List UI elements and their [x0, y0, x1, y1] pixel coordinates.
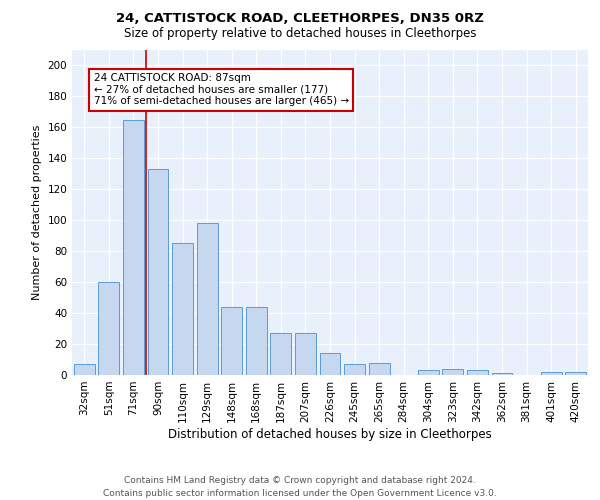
Bar — [123, 120, 144, 375]
Text: Size of property relative to detached houses in Cleethorpes: Size of property relative to detached ho… — [124, 28, 476, 40]
Bar — [74, 364, 95, 375]
Bar — [148, 169, 169, 375]
Bar — [491, 374, 512, 375]
X-axis label: Distribution of detached houses by size in Cleethorpes: Distribution of detached houses by size … — [168, 428, 492, 440]
Bar — [320, 354, 340, 375]
Text: Contains HM Land Registry data © Crown copyright and database right 2024.
Contai: Contains HM Land Registry data © Crown c… — [103, 476, 497, 498]
Bar — [418, 370, 439, 375]
Bar — [442, 369, 463, 375]
Bar — [541, 372, 562, 375]
Bar — [295, 333, 316, 375]
Text: 24, CATTISTOCK ROAD, CLEETHORPES, DN35 0RZ: 24, CATTISTOCK ROAD, CLEETHORPES, DN35 0… — [116, 12, 484, 26]
Bar — [172, 244, 193, 375]
Bar — [197, 224, 218, 375]
Bar — [368, 362, 389, 375]
Bar — [344, 364, 365, 375]
Bar — [467, 370, 488, 375]
Text: 24 CATTISTOCK ROAD: 87sqm
← 27% of detached houses are smaller (177)
71% of semi: 24 CATTISTOCK ROAD: 87sqm ← 27% of detac… — [94, 73, 349, 106]
Bar — [221, 307, 242, 375]
Bar — [271, 333, 292, 375]
Bar — [98, 282, 119, 375]
Bar — [246, 307, 267, 375]
Y-axis label: Number of detached properties: Number of detached properties — [32, 125, 42, 300]
Bar — [565, 372, 586, 375]
